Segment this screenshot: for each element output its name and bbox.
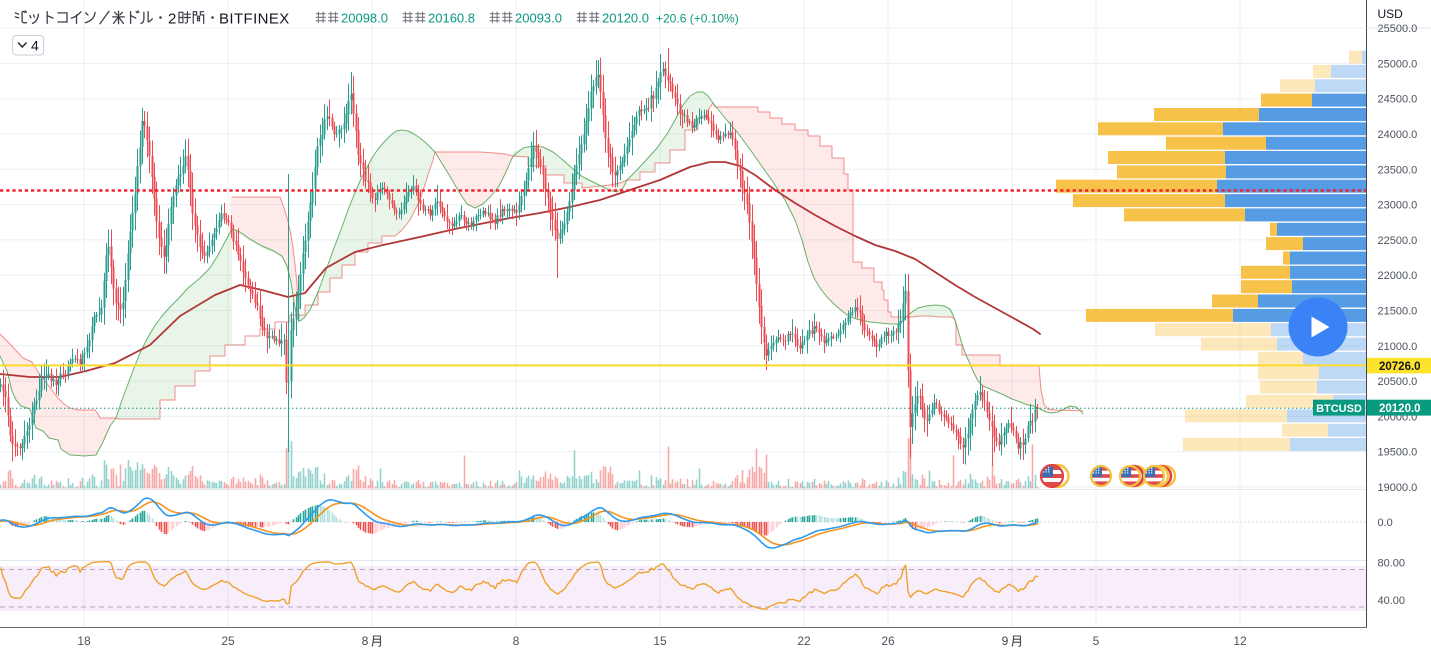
svg-text:12: 12 [1233, 634, 1247, 648]
svg-text:24000.0: 24000.0 [1378, 129, 1418, 141]
svg-text:4: 4 [31, 38, 39, 54]
svg-text:18: 18 [77, 634, 91, 648]
svg-text:8: 8 [362, 634, 369, 648]
svg-text:8: 8 [513, 634, 520, 648]
svg-text:40.00: 40.00 [1378, 595, 1406, 607]
svg-text:24500.0: 24500.0 [1378, 94, 1418, 106]
svg-text:22: 22 [797, 634, 811, 648]
svg-text:0.0: 0.0 [1378, 517, 1393, 529]
svg-text:25: 25 [221, 634, 235, 648]
svg-text:21000.0: 21000.0 [1378, 341, 1418, 353]
svg-text:5: 5 [1093, 634, 1100, 648]
svg-text:20098.0: 20098.0 [341, 11, 388, 26]
svg-text:22000.0: 22000.0 [1378, 270, 1418, 282]
svg-text:15: 15 [653, 634, 667, 648]
svg-text:19000.0: 19000.0 [1378, 482, 1418, 494]
svg-text:80.00: 80.00 [1378, 558, 1406, 570]
svg-text:19500.0: 19500.0 [1378, 447, 1418, 459]
svg-text:22500.0: 22500.0 [1378, 235, 1418, 247]
svg-text:25500.0: 25500.0 [1378, 23, 1418, 35]
svg-text:25000.0: 25000.0 [1378, 58, 1418, 70]
svg-text:USD: USD [1378, 7, 1404, 21]
svg-text:20160.8: 20160.8 [428, 11, 475, 26]
svg-text:2: 2 [168, 11, 176, 28]
svg-text:20120.0: 20120.0 [1379, 403, 1421, 415]
svg-text:20500.0: 20500.0 [1378, 376, 1418, 388]
svg-text:9: 9 [1002, 634, 1009, 648]
svg-text:20726.0: 20726.0 [1379, 361, 1421, 373]
svg-text:23500.0: 23500.0 [1378, 164, 1418, 176]
svg-text:BITFINEX: BITFINEX [219, 11, 290, 28]
svg-text:20120.0: 20120.0 [602, 11, 649, 26]
svg-text:21500.0: 21500.0 [1378, 306, 1418, 318]
svg-text:20093.0: 20093.0 [515, 11, 562, 26]
svg-text:+20.6 (+0.10%): +20.6 (+0.10%) [656, 12, 739, 26]
svg-text:23000.0: 23000.0 [1378, 200, 1418, 212]
svg-text:26: 26 [881, 634, 895, 648]
svg-text:BTCUSD: BTCUSD [1316, 403, 1362, 415]
